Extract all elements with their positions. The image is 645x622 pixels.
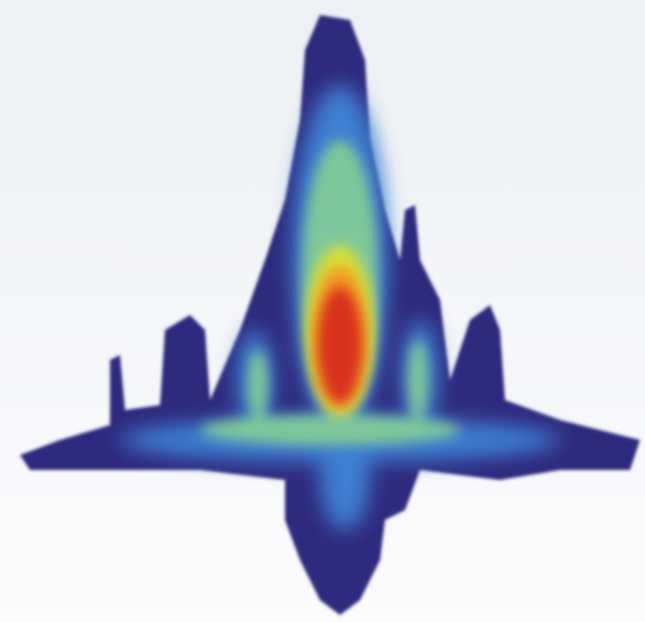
- blue-tail: [320, 420, 370, 530]
- green-lobe-right: [408, 340, 428, 420]
- green-lobe-left: [248, 350, 268, 420]
- red-core: [318, 287, 362, 403]
- green-band: [200, 415, 460, 445]
